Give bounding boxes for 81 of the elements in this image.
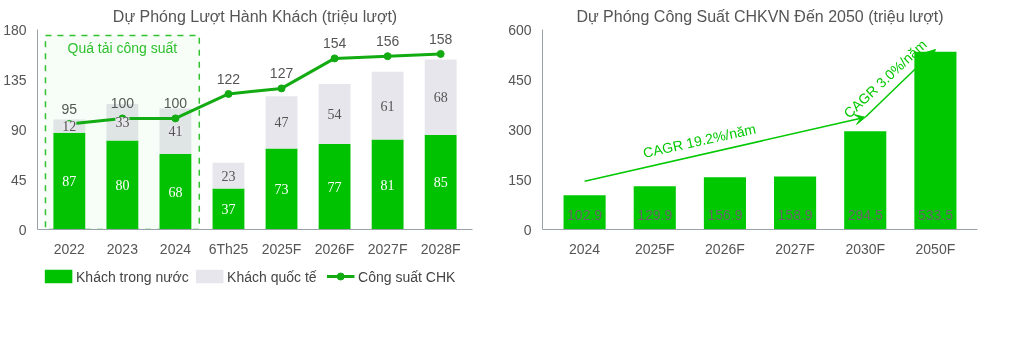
x-tick-label: 2026F — [705, 240, 745, 257]
data-label: 12 — [62, 119, 77, 135]
data-label: 41 — [168, 124, 183, 140]
data-label: 77 — [327, 179, 342, 195]
x-tick-label: 2024 — [569, 240, 601, 257]
x-tick-label: 2027F — [775, 240, 815, 257]
data-label: 33 — [115, 115, 130, 131]
data-label: 122 — [216, 70, 241, 87]
data-label: 156.9 — [707, 206, 743, 223]
point — [277, 84, 286, 93]
bar — [318, 143, 351, 230]
annotation: CAGR 19.2%/năm — [641, 120, 758, 161]
x-tick-label: 2026F — [314, 240, 355, 257]
data-label: 47 — [274, 115, 289, 131]
data-label: 68 — [168, 184, 183, 200]
bar — [265, 96, 298, 149]
data-label: 158.9 — [777, 206, 813, 223]
y-tick-label: 45 — [10, 171, 27, 188]
data-label: 37 — [221, 201, 236, 217]
bar — [844, 131, 887, 230]
point — [171, 114, 180, 123]
data-label: 102.9 — [567, 206, 603, 223]
data-label: 85 — [433, 175, 448, 191]
bar — [424, 135, 457, 230]
y-tick-label: 180 — [3, 21, 27, 38]
data-label: 87 — [62, 174, 77, 190]
bar — [53, 132, 86, 230]
x-tick-label: 2022 — [53, 240, 86, 257]
legend-label: Công suất CHK — [358, 268, 457, 285]
y-tick-label: 135 — [3, 71, 27, 88]
x-tick-label: 2025F — [634, 240, 675, 257]
y-tick-label: 0 — [523, 221, 532, 238]
y-tick-label: 0 — [18, 221, 27, 238]
bar — [371, 71, 404, 140]
data-label: 127 — [269, 65, 294, 82]
x-tick-label: 2024 — [159, 240, 192, 257]
data-label: 81 — [380, 177, 395, 193]
data-label: 156 — [375, 33, 400, 50]
y-tick-label: 150 — [508, 171, 532, 188]
data-label: 95 — [61, 100, 78, 117]
x-tick-label: 2030F — [845, 240, 886, 257]
point — [436, 49, 445, 58]
data-label: 533.5 — [917, 206, 954, 223]
x-tick-label: 2023 — [106, 240, 139, 257]
band-label: Quá tải công suất — [67, 39, 178, 56]
bar — [159, 153, 192, 230]
data-label: 154 — [322, 35, 347, 52]
data-label: 158 — [428, 30, 453, 47]
data-label: 23 — [221, 168, 236, 184]
data-label: 100 — [110, 95, 135, 112]
data-label: 129.9 — [637, 206, 673, 223]
bar — [212, 188, 245, 230]
point — [224, 89, 233, 98]
data-label: 68 — [433, 90, 448, 106]
chart-title: Dự Phóng Công Suất CHKVN Đến 2050 (triệu lượt) — [576, 7, 944, 25]
y-tick-label: 300 — [508, 121, 532, 138]
data-label: 61 — [380, 98, 395, 114]
bar — [703, 177, 746, 230]
x-tick-label: 6Th25 — [208, 240, 249, 257]
bar — [106, 140, 139, 230]
y-tick-label: 90 — [10, 121, 27, 138]
point — [383, 52, 392, 61]
data-label: 100 — [163, 95, 188, 112]
data-label: 294.5 — [847, 206, 883, 223]
data-label: 73 — [274, 181, 289, 197]
x-tick-label: 2050F — [915, 240, 956, 257]
y-tick-label: 450 — [508, 71, 532, 88]
data-label: 54 — [327, 106, 342, 122]
bar — [371, 139, 404, 230]
chart-title: Dự Phóng Lượt Hành Khách (triệu lượt) — [112, 7, 398, 25]
legend-label: Khách quốc tế — [227, 268, 317, 285]
x-tick-label: 2025F — [261, 240, 302, 257]
data-label: 80 — [115, 178, 130, 194]
bar — [265, 148, 298, 230]
legend-label: Khách trong nước — [76, 268, 189, 285]
bar — [424, 59, 457, 136]
bar — [318, 83, 351, 144]
point — [330, 54, 339, 63]
x-tick-label: 2028F — [420, 240, 461, 257]
x-tick-label: 2027F — [367, 240, 408, 257]
y-tick-label: 600 — [508, 21, 532, 38]
